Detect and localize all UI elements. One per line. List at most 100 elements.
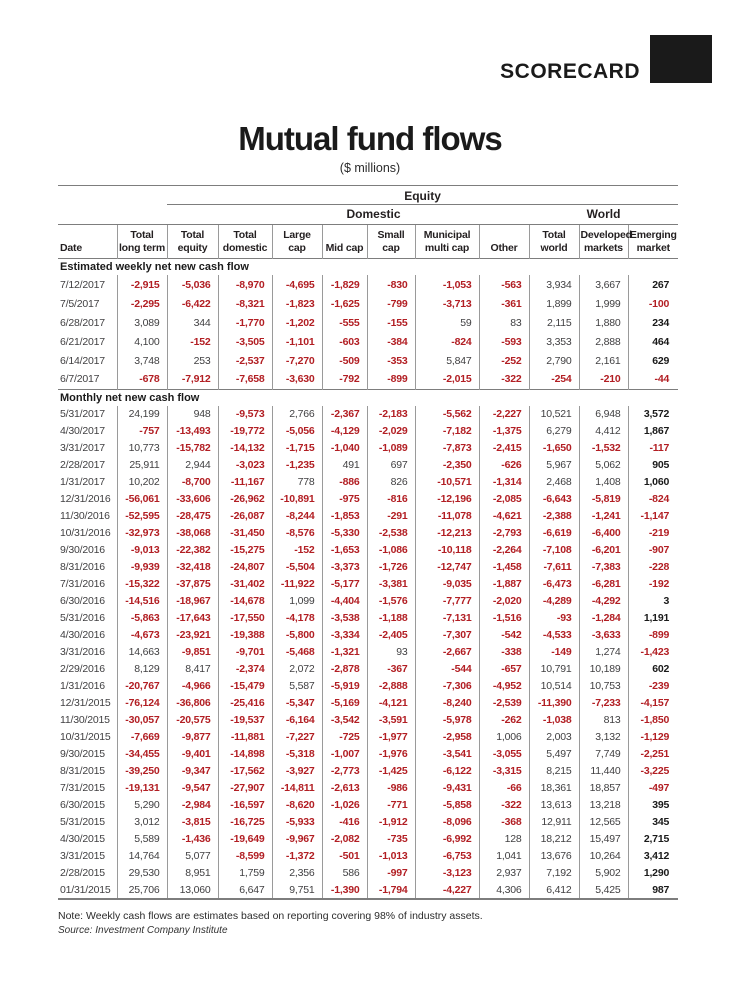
date-cell: 9/30/2016 (60, 544, 105, 556)
date-cell: 11/30/2016 (60, 510, 110, 522)
table-row: 8/31/2015 -39,250 -9,347 -17,562 -3,927 -2,77… (58, 762, 679, 780)
value-cell: 14,764 (116, 847, 167, 865)
value-cell: -1,770 (217, 313, 272, 332)
value-cell: -5,858 (414, 796, 479, 814)
value-cell: -4,952 (478, 677, 529, 695)
value-cell: -31,450 (217, 524, 272, 542)
value-cell: -20,575 (166, 711, 218, 729)
value-cell: 5,062 (578, 456, 628, 474)
value-cell: 5,077 (166, 847, 218, 865)
value-cell: -9,851 (166, 643, 218, 661)
value-cell: -152 (271, 541, 322, 559)
group-header-equity: Equity (167, 185, 679, 205)
column-header-small-cap: Small cap (366, 224, 415, 259)
value-cell: -501 (321, 847, 367, 865)
value-cell: -830 (366, 275, 415, 294)
date-cell: 1/31/2016 (60, 680, 105, 692)
column-header-large-cap: Large cap (271, 224, 322, 259)
value-cell: -6,753 (414, 847, 479, 865)
value-cell: -1,423 (627, 643, 679, 661)
value-cell: -10,571 (414, 473, 479, 491)
table-row: 4/30/2017 -757 -13,493 -19,772 -5,056 -4,129-… (58, 422, 679, 440)
value-cell: 29,530 (116, 864, 167, 882)
value-cell: 905 (627, 456, 679, 474)
value-cell: -2,667 (414, 643, 479, 661)
value-cell: -4,695 (271, 275, 322, 294)
value-cell: -1,089 (366, 439, 415, 457)
group-header-world: World (529, 204, 679, 225)
value-cell: -725 (321, 728, 367, 746)
value-cell: -1,532 (578, 439, 628, 457)
value-cell: -542 (478, 626, 529, 644)
value-cell: -555 (321, 313, 367, 332)
value-cell: 344 (166, 313, 218, 332)
value-cell: -155 (366, 313, 415, 332)
value-cell: -22,382 (166, 541, 218, 559)
value-cell: -25,416 (217, 694, 272, 712)
date-cell: 6/28/2017 (60, 316, 105, 329)
table-row: 2/28/2015 29,530 8,951 1,759 2,356 586 -997 -3,… (58, 864, 679, 882)
table-row: 5/31/2017 24,199 948 -9,573 2,766 -2,367 -2,18… (58, 405, 679, 423)
value-cell: -4,404 (321, 592, 367, 610)
value-cell: -3,123 (414, 864, 479, 882)
value-cell: 813 (578, 711, 628, 729)
value-cell: -1,314 (478, 473, 529, 491)
table-body: Estimated weekly net new cash flow 7/12/2… (58, 258, 679, 899)
value-cell: -3,633 (578, 626, 628, 644)
value-cell: 8,129 (116, 660, 167, 678)
value-cell: 491 (321, 456, 367, 474)
date-cell: 1/31/2017 (60, 476, 105, 488)
value-cell: -757 (116, 422, 167, 440)
value-cell: -1,425 (366, 762, 415, 780)
value-cell: -9,347 (166, 762, 218, 780)
value-cell: -1,516 (478, 609, 529, 627)
column-header-row: Date Total long term Total equity Total dom… (58, 224, 679, 259)
masthead: SCORECARD (0, 0, 740, 96)
value-cell: 14,663 (116, 643, 167, 661)
value-cell: -3,815 (166, 813, 218, 831)
value-cell: -367 (366, 660, 415, 678)
value-cell: -1,284 (578, 609, 628, 627)
date-cell: 2/29/2016 (60, 663, 105, 675)
value-cell: -30,057 (116, 711, 167, 729)
value-cell: -17,643 (166, 609, 218, 627)
value-cell: 6,412 (528, 881, 579, 899)
value-cell: -1,375 (478, 422, 529, 440)
value-cell: -38,068 (166, 524, 218, 542)
table-row: 10/31/2015 -7,669 -9,877 -11,881 -7,227 -725-… (58, 728, 679, 746)
value-cell: 10,521 (528, 405, 579, 423)
value-cell: 1,999 (578, 294, 628, 313)
value-cell: -986 (366, 779, 415, 797)
group-header-row-equity: Equity (58, 185, 679, 205)
value-cell: 3,412 (627, 847, 679, 865)
value-cell: -2,958 (414, 728, 479, 746)
table-header: Equity Domestic World Date Total long ter… (58, 185, 679, 259)
date-cell: 5/31/2016 (60, 612, 105, 624)
value-cell: -33,606 (166, 490, 218, 508)
value-cell: 2,468 (528, 473, 579, 491)
value-cell: -544 (414, 660, 479, 678)
value-cell: 2,003 (528, 728, 579, 746)
value-cell: -678 (116, 370, 167, 389)
value-cell: -3,542 (321, 711, 367, 729)
column-header-total-domestic: Total domestic (217, 224, 272, 259)
value-cell: -1,241 (578, 507, 628, 525)
value-cell: -4,673 (116, 626, 167, 644)
table-row: 6/30/2016 -14,516 -18,967 -14,678 1,099 -4,40… (58, 592, 679, 610)
value-cell: -1,458 (478, 558, 529, 576)
value-cell: -626 (478, 456, 529, 474)
value-cell: -792 (321, 370, 367, 389)
value-cell: -7,383 (578, 558, 628, 576)
value-cell: -239 (627, 677, 679, 695)
value-cell: -3,373 (321, 558, 367, 576)
table-row: 1/31/2016 -20,767 -4,966 -15,479 5,587 -5,919… (58, 677, 679, 695)
value-cell: -13,493 (166, 422, 218, 440)
value-cell: -2,020 (478, 592, 529, 610)
value-cell: -2,015 (414, 370, 479, 389)
value-cell: 2,937 (478, 864, 529, 882)
date-cell: 6/21/2017 (60, 335, 105, 348)
value-cell: -23,921 (166, 626, 218, 644)
value-cell: -44 (627, 370, 679, 389)
value-cell: -14,516 (116, 592, 167, 610)
value-cell: -1,976 (366, 745, 415, 763)
